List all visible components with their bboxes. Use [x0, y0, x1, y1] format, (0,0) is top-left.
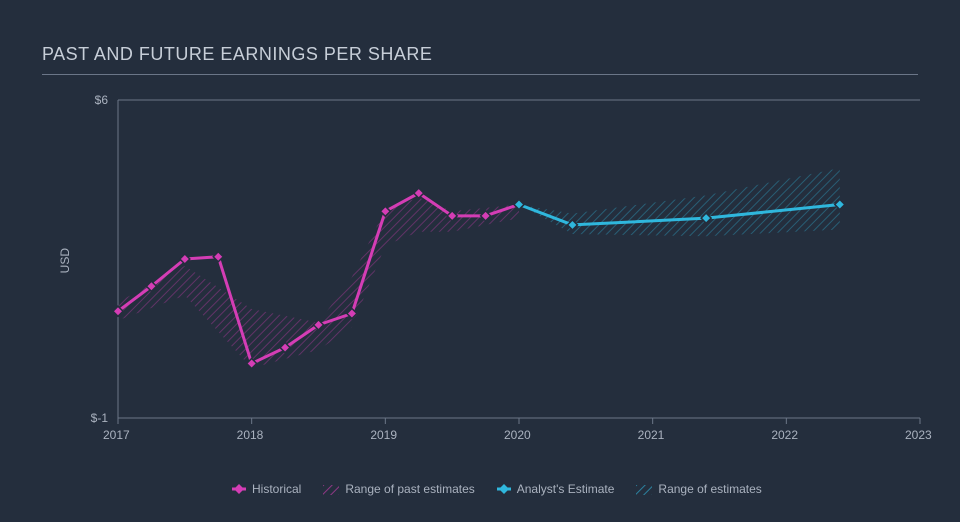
legend-item: Range of past estimates: [323, 482, 474, 496]
legend-item: Historical: [232, 482, 301, 496]
x-tick-label: 2021: [638, 428, 665, 442]
y-tick-label: $-1: [91, 411, 108, 425]
legend-item: Range of estimates: [636, 482, 761, 496]
legend-label: Range of estimates: [658, 482, 761, 496]
legend-label: Historical: [252, 482, 301, 496]
legend-hatch-icon: [323, 484, 339, 494]
legend-hatch-icon: [636, 484, 652, 494]
x-tick-label: 2020: [504, 428, 531, 442]
x-tick-label: 2023: [905, 428, 932, 442]
legend-marker-icon: [232, 482, 246, 496]
y-tick-label: $6: [95, 93, 108, 107]
x-tick-label: 2022: [771, 428, 798, 442]
x-tick-label: 2018: [237, 428, 264, 442]
legend-marker-icon: [497, 482, 511, 496]
x-tick-label: 2017: [103, 428, 130, 442]
legend-label: Range of past estimates: [345, 482, 474, 496]
chart-plot: [0, 0, 960, 522]
x-tick-label: 2019: [370, 428, 397, 442]
legend-label: Analyst's Estimate: [517, 482, 615, 496]
legend-item: Analyst's Estimate: [497, 482, 615, 496]
legend: Historical Range of past estimates Analyst…: [232, 482, 762, 496]
